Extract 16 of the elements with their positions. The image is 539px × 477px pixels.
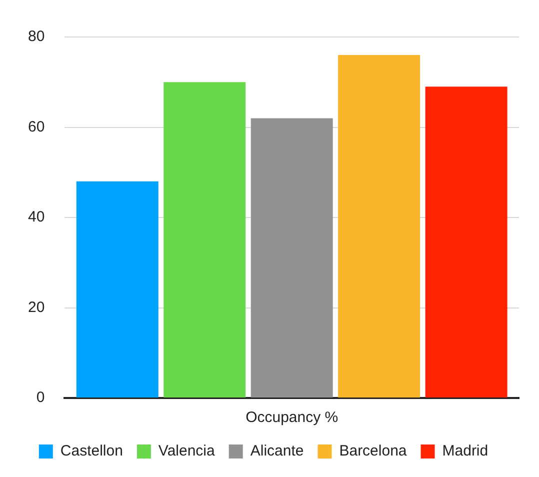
y-tick-label: 60 xyxy=(28,118,45,136)
legend-label: Valencia xyxy=(158,442,216,460)
bar xyxy=(338,55,420,398)
legend-label: Madrid xyxy=(442,442,488,460)
bar xyxy=(164,82,246,398)
x-tick-label: Occupancy % xyxy=(246,409,338,426)
y-tick-label: 20 xyxy=(28,298,45,316)
legend-label: Castellon xyxy=(60,442,123,460)
y-tick-label: 40 xyxy=(28,208,45,226)
bar xyxy=(425,86,508,398)
legend-label: Barcelona xyxy=(339,442,408,460)
bar xyxy=(76,181,158,398)
y-tick-label: 80 xyxy=(28,28,45,46)
bar xyxy=(250,118,333,398)
y-tick-label: 0 xyxy=(36,389,45,406)
legend-label: Alicante xyxy=(250,442,304,460)
